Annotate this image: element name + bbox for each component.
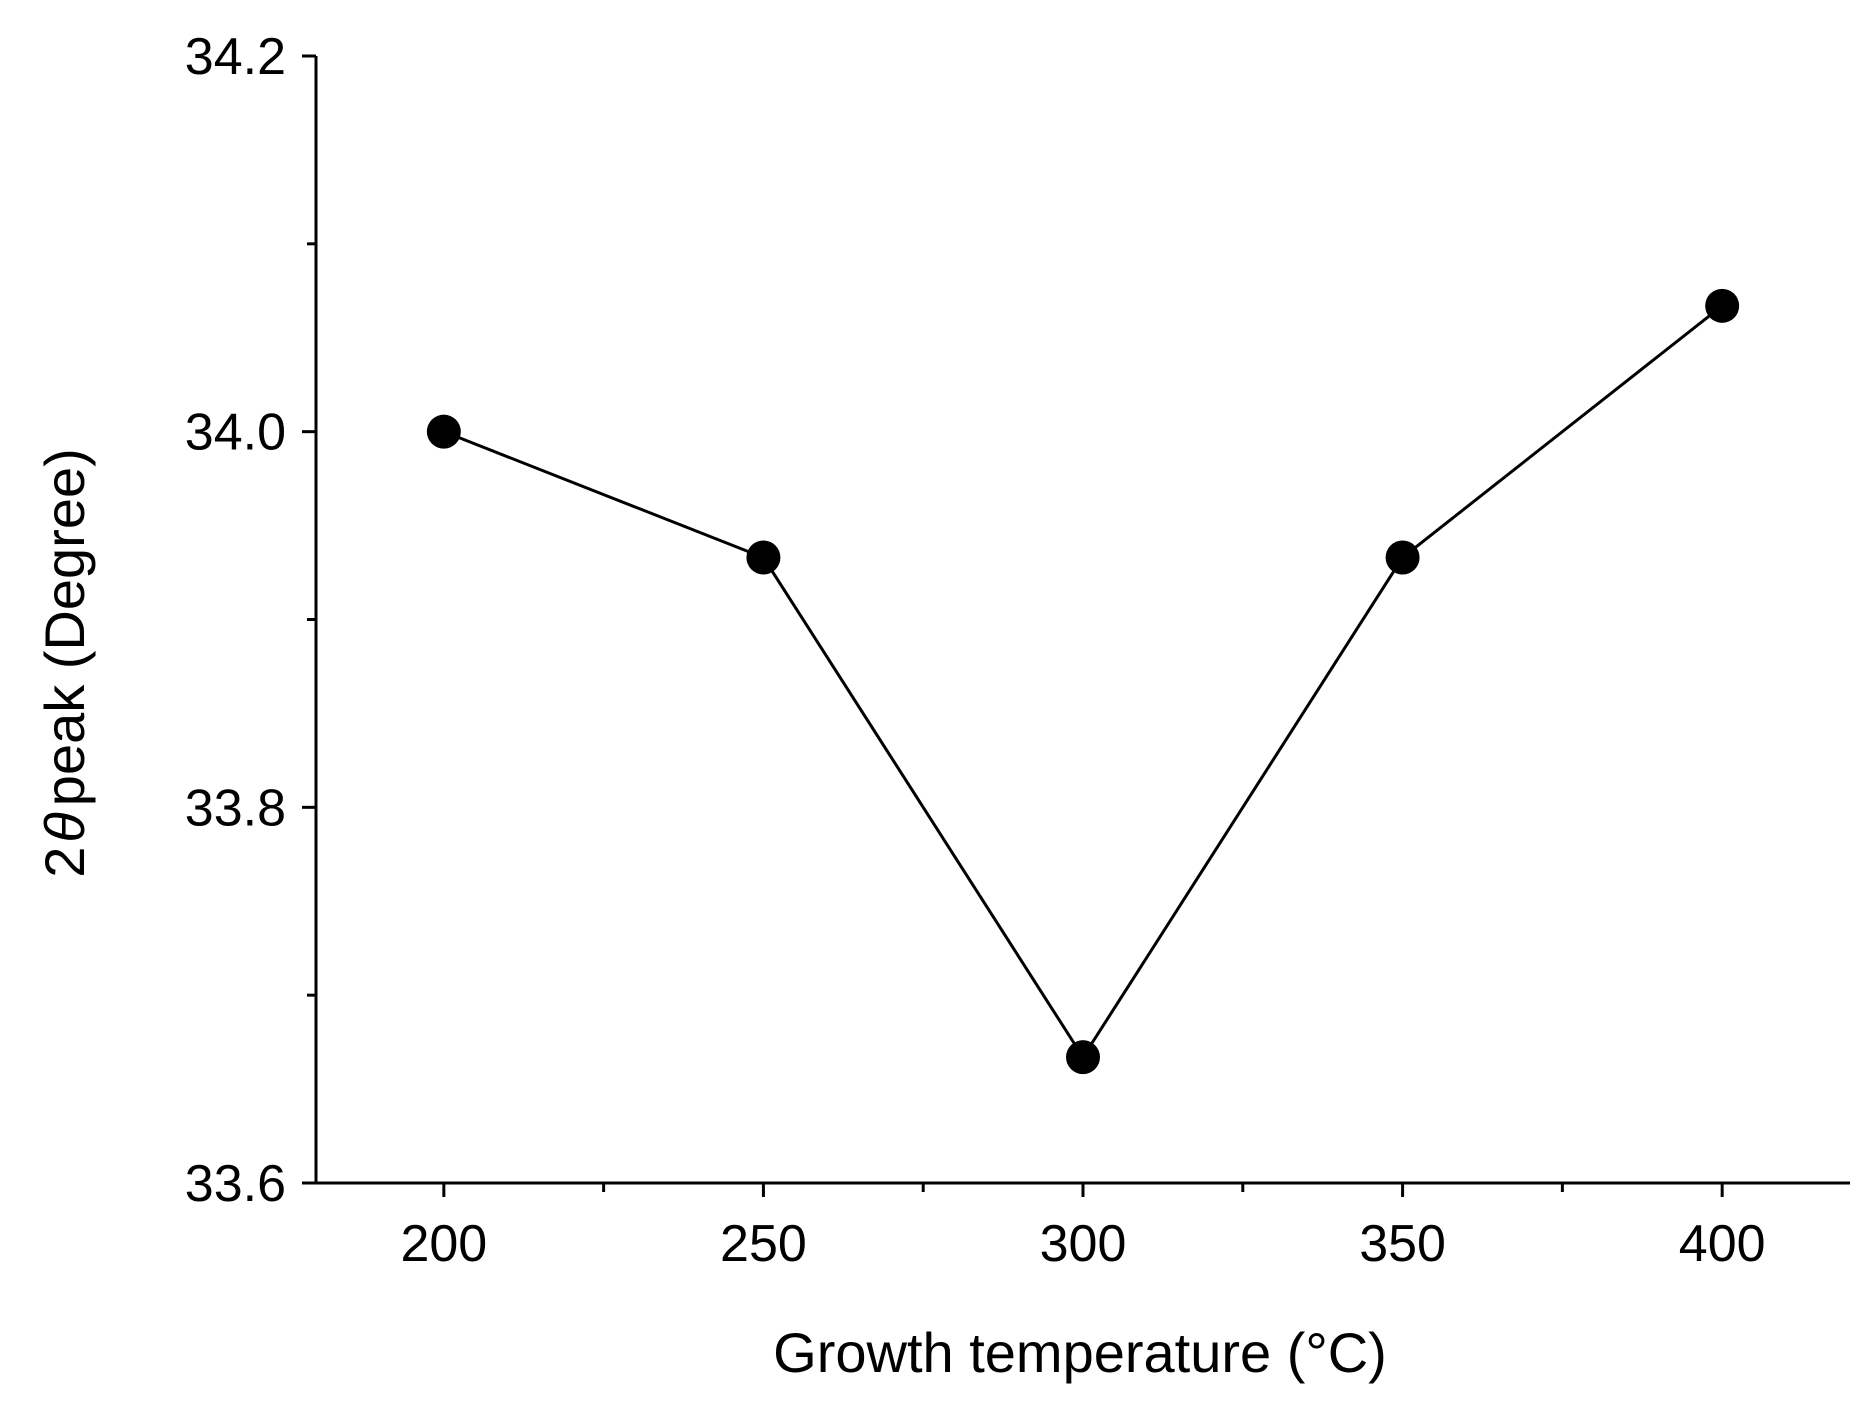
y-axis-title-suffix: peak (Degree) bbox=[33, 448, 96, 806]
series-group bbox=[426, 288, 1740, 1075]
data-point bbox=[746, 540, 781, 575]
data-point bbox=[1385, 540, 1420, 575]
x-tick-label: 250 bbox=[720, 1215, 807, 1273]
x-axis-title: Growth temperature (°C) bbox=[773, 1321, 1387, 1384]
y-tick-label: 33.6 bbox=[185, 1155, 286, 1213]
data-point bbox=[1066, 1040, 1100, 1075]
y-axis-title-prefix: 2 bbox=[33, 847, 96, 878]
data-point bbox=[426, 414, 461, 449]
axes bbox=[314, 56, 1850, 1185]
series-line bbox=[443, 304, 1724, 1060]
y-tick-label: 34.2 bbox=[185, 28, 286, 86]
x-tick-label: 350 bbox=[1359, 1215, 1446, 1273]
x-tick-label: 200 bbox=[400, 1215, 487, 1273]
y-tick-label: 33.8 bbox=[185, 779, 286, 837]
y-tick-label: 34.0 bbox=[185, 404, 286, 462]
y-ticks: 33.6 33.8 34.0 34.2 bbox=[185, 28, 316, 1213]
x-tick-label: 400 bbox=[1679, 1215, 1766, 1273]
y-axis-title: 2 θ peak (Degree) bbox=[33, 448, 96, 878]
data-point bbox=[1705, 288, 1740, 323]
theta-symbol: θ bbox=[33, 812, 96, 842]
x-ticks: 200 250 300 350 400 bbox=[400, 1183, 1766, 1273]
x-tick-label: 300 bbox=[1040, 1215, 1127, 1273]
